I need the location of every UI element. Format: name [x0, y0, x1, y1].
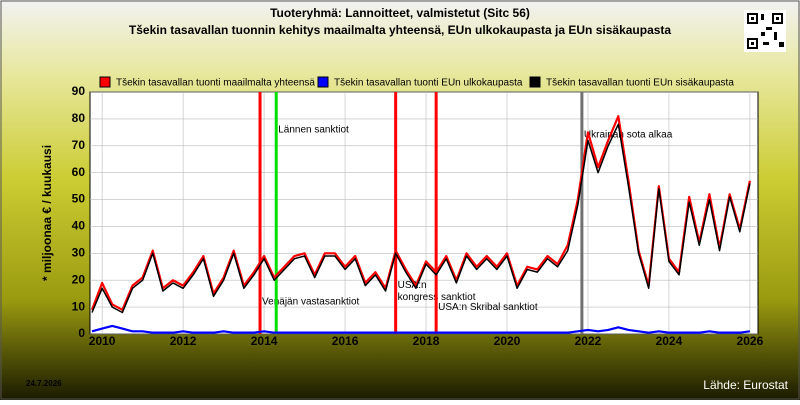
plot-area: [89, 91, 759, 335]
legend-swatch: [317, 76, 329, 88]
legend-swatch: [99, 76, 111, 88]
y-tick-label: 10: [72, 299, 86, 313]
y-tick-label: 50: [72, 192, 86, 206]
x-tick-label: 2014: [251, 334, 278, 348]
y-tick-label: 20: [72, 272, 86, 286]
x-tick-label: 2016: [332, 334, 359, 348]
qr-code: [744, 10, 786, 52]
event-label: USA:n Skribal sanktiot: [438, 302, 538, 313]
y-tick-label: 30: [72, 246, 86, 260]
y-tick-label: 40: [72, 219, 86, 233]
date: 24.7.2026: [26, 379, 62, 388]
y-tick-label: 70: [72, 138, 86, 152]
legend-swatch: [529, 76, 541, 88]
series-line: [91, 324, 751, 334]
x-tick-label: 2020: [494, 334, 521, 348]
x-tick-label: 2012: [170, 334, 197, 348]
event-label: Ukrainan sota alkaa: [584, 130, 673, 141]
y-axis-label: * miljoonaa € / kuukausi: [40, 145, 54, 281]
series-line: [91, 123, 751, 314]
x-tick-label: 2022: [575, 334, 602, 348]
legend-label: Tšekin tasavallan tuonti EUn sisäkaupast…: [546, 78, 734, 89]
x-tick-label: 2010: [89, 334, 116, 348]
event-label: Lännen sanktiot: [278, 124, 349, 135]
y-tick-label: 0: [78, 326, 85, 340]
source: Lähde: Eurostat: [703, 378, 788, 392]
chart-title: Tuoteryhmä: Lannoitteet, valmistetut (Si…: [270, 6, 530, 20]
event-label: Venäjän vastasanktiot: [262, 296, 360, 307]
event-label: USA:n: [398, 280, 427, 291]
y-tick-label: 80: [72, 111, 86, 125]
legend-label: Tšekin tasavallan tuonti EUn ulkokaupast…: [334, 78, 523, 89]
x-tick-label: 2024: [656, 334, 683, 348]
x-tick-label: 2018: [413, 334, 440, 348]
chart-subtitle: Tšekin tasavallan tuonnin kehitys maailm…: [129, 23, 672, 37]
y-tick-label: 60: [72, 165, 86, 179]
y-tick-label: 90: [72, 84, 86, 98]
legend-label: Tšekin tasavallan tuonti maailmalta yhte…: [116, 78, 315, 89]
x-tick-label: 2026: [737, 334, 764, 348]
